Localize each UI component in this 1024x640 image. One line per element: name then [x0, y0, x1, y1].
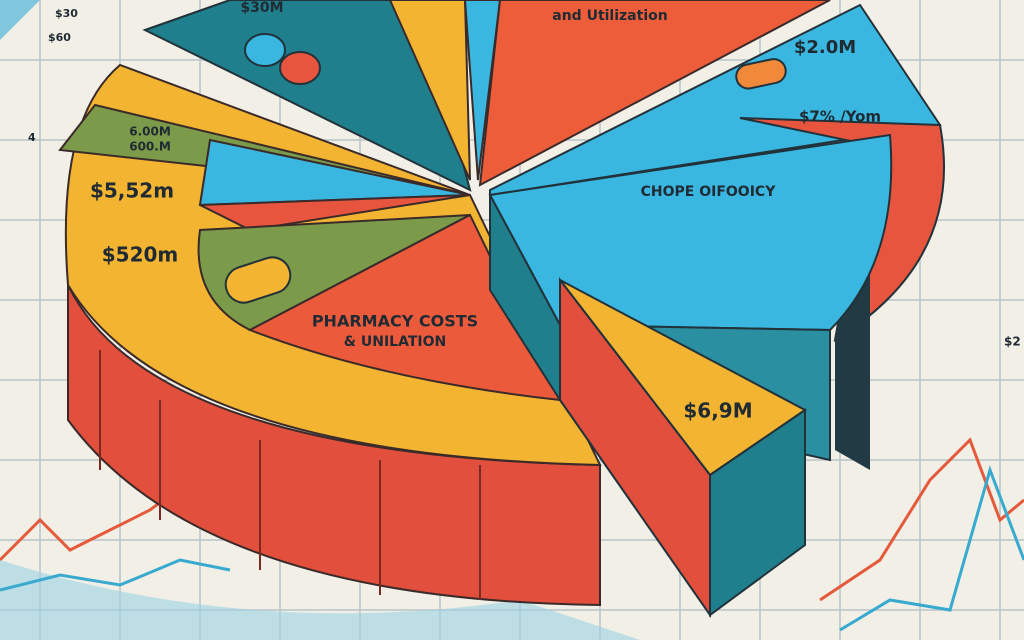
value-label: $5,52m	[90, 179, 174, 203]
pill-icon	[735, 58, 787, 90]
trend-line	[0, 478, 191, 562]
pie-side	[709, 408, 806, 617]
pie-slice	[142, 0, 472, 192]
value-label: $2.0M	[794, 37, 856, 58]
pie-slice	[199, 194, 471, 232]
shade	[0, 0, 40, 40]
slice-title: & UNILATION	[344, 334, 446, 350]
trend-line	[819, 437, 1024, 602]
pie-slice	[388, 0, 471, 181]
axis-label: $2	[1004, 335, 1021, 349]
value-label: 6.00M	[129, 125, 171, 139]
pill-icon	[224, 256, 292, 304]
slice-title: and Utilization	[552, 8, 667, 24]
value-label: $6,9M	[683, 399, 752, 423]
coin-icon	[279, 51, 321, 85]
pie-slice	[463, 0, 502, 181]
axis-label: 4	[28, 131, 36, 144]
value-label: $7% /Yom	[799, 108, 881, 126]
pie-slice	[478, 0, 831, 187]
value-label: $520m	[102, 243, 179, 267]
value-label: $30M	[240, 0, 283, 16]
value-label: 600.M	[129, 140, 171, 154]
pie-side	[67, 284, 601, 607]
pie-slice	[247, 213, 562, 402]
slice-title: CHOPE OIFOOICY	[641, 184, 777, 200]
axis-label: $60	[48, 31, 71, 44]
coin-icon	[244, 33, 286, 67]
trend-line	[0, 558, 231, 592]
pie-slice	[488, 133, 893, 332]
slice-title: PHARMACY COSTS	[312, 312, 478, 331]
trend-line	[839, 465, 1024, 632]
axis-label: $30	[55, 7, 78, 20]
shadow	[0, 560, 640, 640]
pie-side-lines	[99, 350, 481, 600]
